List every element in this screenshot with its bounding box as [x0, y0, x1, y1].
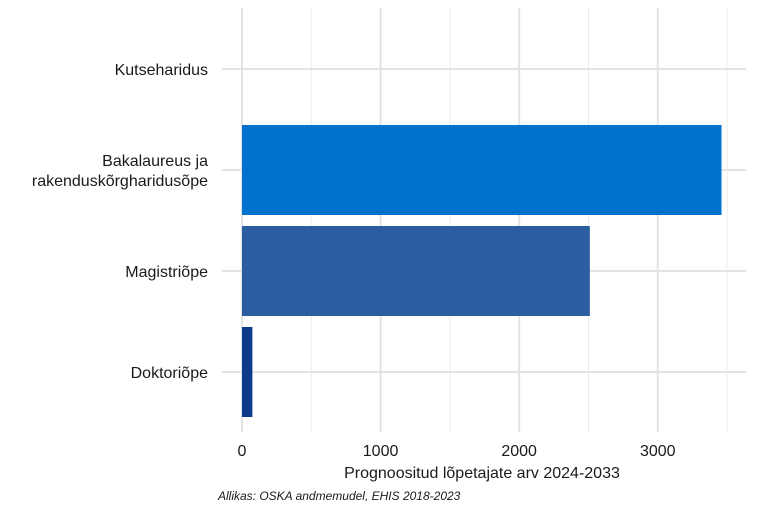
bar-3 [242, 327, 253, 417]
bar-1 [242, 125, 722, 215]
x-tick-label-0: 0 [238, 443, 247, 460]
category-label-2: Magistriõpe [125, 264, 208, 281]
source-caption: Allikas: OSKA andmemudel, EHIS 2018-2023 [217, 489, 461, 503]
x-tick-label-2: 2000 [501, 443, 537, 460]
category-label-1: Bakalaureus ja rakenduskõrgharidusõpe [32, 153, 208, 190]
category-label-3: Doktoriõpe [131, 365, 208, 382]
x-axis-title: Prognoositud lõpetajate arv 2024-2033 [344, 465, 620, 482]
grid-lines [222, 8, 746, 432]
x-tick-labels: 0 1000 2000 3000 [238, 443, 676, 460]
category-labels: Kutseharidus Bakalaureus ja rakenduskõrgha… [32, 62, 208, 382]
x-tick-label-3: 3000 [640, 443, 676, 460]
category-label-0: Kutseharidus [115, 62, 208, 79]
x-tick-label-1: 1000 [363, 443, 399, 460]
bar-2 [242, 226, 590, 316]
bars [242, 125, 722, 417]
